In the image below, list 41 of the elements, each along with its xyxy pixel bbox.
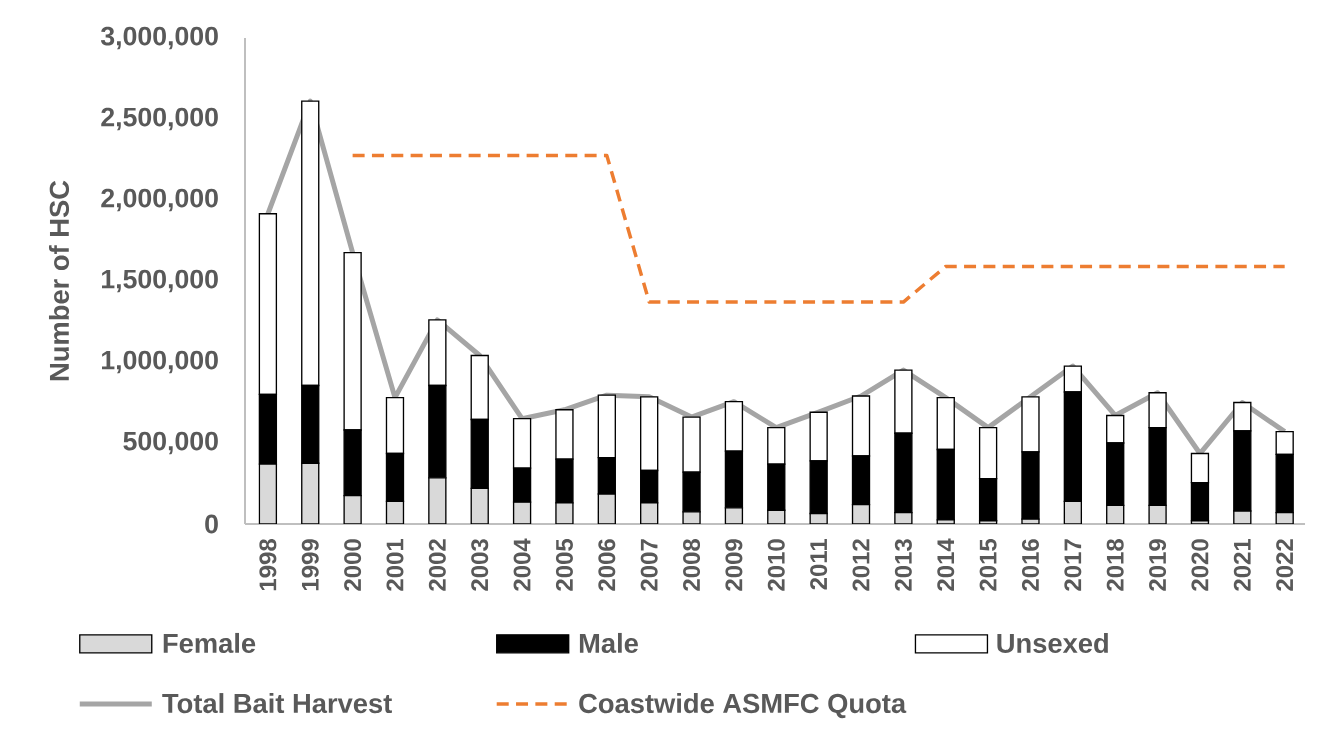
x-tick-label: 2002 (428, 539, 446, 591)
x-tick-label: 1998 (259, 539, 277, 591)
legend-label: Total Bait Harvest (162, 693, 392, 714)
x-tick-label: 2015 (979, 538, 997, 591)
legend-label: Coastwide ASMFC Quota (579, 693, 907, 719)
y-axis-title: Number of HSC (48, 180, 70, 381)
y-tick-label: 1,500,000 (102, 269, 218, 293)
x-tick-label: 2021 (1233, 538, 1251, 591)
legend-label: Unsexed (997, 632, 1108, 654)
x-tick-label: 2005 (555, 538, 573, 591)
y-tick-label: 2,500,000 (101, 107, 218, 131)
x-tick-label: 2007 (640, 539, 658, 591)
y-tick-label: 0 (205, 514, 218, 534)
bar (301, 462, 320, 524)
y-tick-label: 2,000,000 (101, 188, 218, 212)
x-tick-label: 2006 (598, 539, 616, 591)
x-tick-label: 2019 (1149, 539, 1167, 591)
y-tick-label: 1,000,000 (102, 350, 218, 374)
x-tick-label: 2008 (683, 539, 701, 591)
legend-label: Female (163, 632, 256, 654)
x-tick-label: 1999 (301, 539, 319, 591)
x-tick-label: 2014 (937, 538, 955, 591)
y-tick-label: 500,000 (123, 431, 218, 455)
legend-label: Male (579, 632, 638, 654)
x-tick-label: 2013 (894, 539, 912, 591)
x-tick-label: 2010 (767, 539, 785, 591)
bar (258, 463, 278, 524)
bar (470, 487, 489, 524)
x-tick-label: 2022 (1276, 539, 1294, 591)
x-tick-label: 2000 (344, 539, 362, 591)
x-tick-label: 2009 (725, 539, 743, 591)
x-tick-label: 2011 (810, 538, 828, 590)
x-tick-label: 2004 (513, 538, 531, 591)
x-tick-label: 2003 (471, 539, 489, 591)
x-tick-label: 2016 (1021, 539, 1039, 591)
x-tick-label: 2018 (1106, 539, 1124, 591)
y-tick-label: 3,000,000 (100, 26, 218, 50)
x-tick-label: 2001 (386, 538, 404, 591)
x-tick-label: 2020 (1191, 539, 1209, 591)
x-tick-label: 2012 (852, 539, 870, 591)
x-tick-label: 2017 (1064, 539, 1082, 591)
